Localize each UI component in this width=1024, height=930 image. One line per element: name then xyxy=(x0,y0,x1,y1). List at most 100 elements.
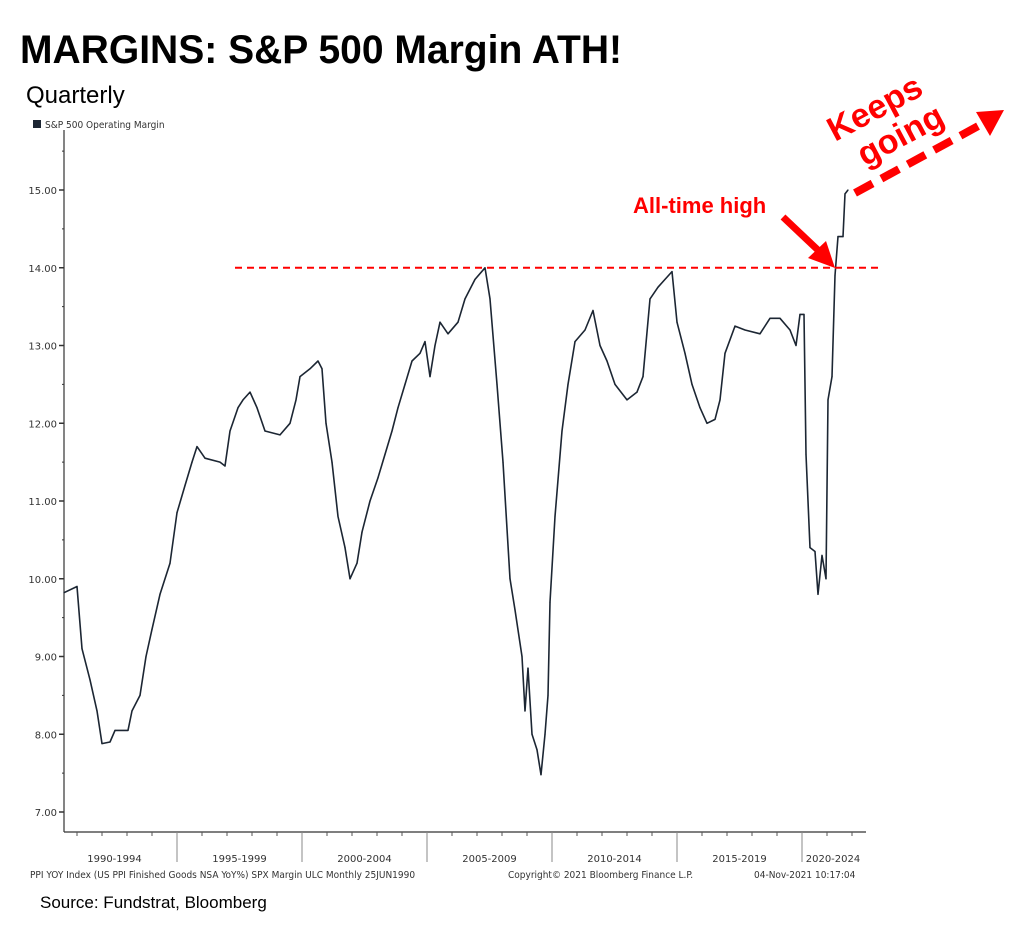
data-point xyxy=(805,453,807,455)
data-point xyxy=(317,360,319,362)
data-point xyxy=(81,648,83,650)
x-tick-label: 2020-2024 xyxy=(806,854,861,865)
data-point xyxy=(196,445,198,448)
data-point xyxy=(809,547,811,549)
all-time-high-label: All-time high xyxy=(633,193,766,218)
data-point xyxy=(249,391,251,393)
data-point xyxy=(114,729,116,731)
data-point xyxy=(544,733,546,735)
data-point xyxy=(204,457,206,459)
y-tick-label: 7.00 xyxy=(35,808,57,819)
x-tick-label: 2005-2009 xyxy=(462,854,517,865)
data-point xyxy=(464,298,466,300)
data-point xyxy=(592,309,594,312)
data-point xyxy=(229,430,231,432)
data-point xyxy=(649,298,651,300)
data-point xyxy=(361,531,363,533)
data-point xyxy=(531,733,533,735)
x-tick-label: 2010-2014 xyxy=(587,854,642,865)
data-point xyxy=(676,321,678,323)
data-point xyxy=(714,418,716,420)
data-point xyxy=(309,368,311,370)
data-point xyxy=(554,515,556,518)
data-point xyxy=(139,694,141,696)
plot-area xyxy=(63,189,849,776)
data-point xyxy=(489,298,491,300)
data-point xyxy=(759,333,761,335)
data-point xyxy=(814,550,816,553)
data-point xyxy=(614,383,616,385)
data-point xyxy=(795,344,797,347)
data-point xyxy=(484,267,486,269)
footer-copyright: Copyright© 2021 Bloomberg Finance L.P. xyxy=(508,870,693,881)
legend-swatch xyxy=(33,120,41,128)
data-point xyxy=(377,477,379,479)
y-tick-label: 14.00 xyxy=(28,264,57,275)
data-point xyxy=(837,236,839,238)
data-point xyxy=(184,484,186,487)
data-point xyxy=(337,515,339,518)
data-point xyxy=(734,325,736,327)
chart-title: MARGINS: S&P 500 Margin ATH! xyxy=(20,28,622,72)
source-note: Source: Fundstrat, Bloomberg xyxy=(40,893,267,912)
data-point xyxy=(567,383,569,385)
data-point xyxy=(109,741,111,743)
data-point xyxy=(219,461,221,463)
data-point xyxy=(636,391,638,393)
data-point xyxy=(496,383,498,385)
data-point xyxy=(549,601,551,603)
data-point xyxy=(684,352,686,354)
data-point xyxy=(706,422,708,424)
data-point xyxy=(789,329,791,331)
data-point xyxy=(295,399,297,401)
y-tick-label: 9.00 xyxy=(35,653,57,664)
x-tick-label: 2015-2019 xyxy=(712,854,767,865)
data-point xyxy=(744,329,746,331)
data-point xyxy=(96,710,98,712)
data-point xyxy=(331,461,333,463)
data-point xyxy=(657,286,659,288)
data-point xyxy=(664,278,666,281)
data-point xyxy=(514,609,516,611)
data-point xyxy=(817,593,819,595)
data-point xyxy=(671,271,673,273)
data-point xyxy=(831,376,833,378)
data-point xyxy=(547,694,549,696)
data-point xyxy=(289,422,291,424)
data-point xyxy=(524,710,526,712)
data-point xyxy=(474,278,476,281)
x-axis: 1990-1994 1995-1999 2000-2004 2005-2009 2010… xyxy=(64,831,866,865)
data-point xyxy=(321,368,323,370)
data-point xyxy=(509,578,511,580)
data-point xyxy=(176,512,178,514)
data-point xyxy=(584,329,586,331)
data-point xyxy=(279,434,281,436)
data-point xyxy=(424,341,426,343)
data-point xyxy=(699,407,701,409)
data-point xyxy=(574,341,576,343)
data-point xyxy=(847,189,849,191)
y-tick-label: 12.00 xyxy=(28,419,57,430)
y-axis: 7.00 8.00 9.00 10.00 11.00 12.00 13.00 14.00 15.… xyxy=(28,130,65,832)
data-point xyxy=(397,407,399,409)
data-point xyxy=(626,399,628,401)
footer-series-info: PPI YOY Index (US PPI Finished Goods NSA… xyxy=(30,870,415,881)
data-point xyxy=(127,729,129,731)
data-point xyxy=(691,383,693,385)
data-point xyxy=(844,193,846,195)
data-point xyxy=(131,710,133,712)
data-point xyxy=(325,422,327,424)
data-point xyxy=(642,376,644,378)
data-point xyxy=(256,407,258,409)
data-point xyxy=(429,376,431,378)
data-point xyxy=(237,407,239,409)
data-point xyxy=(391,430,393,432)
data-point xyxy=(224,465,226,467)
y-tick-label: 10.00 xyxy=(28,575,57,586)
data-point xyxy=(169,562,171,564)
data-point xyxy=(799,313,801,315)
data-point xyxy=(151,628,153,630)
data-point xyxy=(264,430,266,432)
data-point xyxy=(825,578,827,580)
